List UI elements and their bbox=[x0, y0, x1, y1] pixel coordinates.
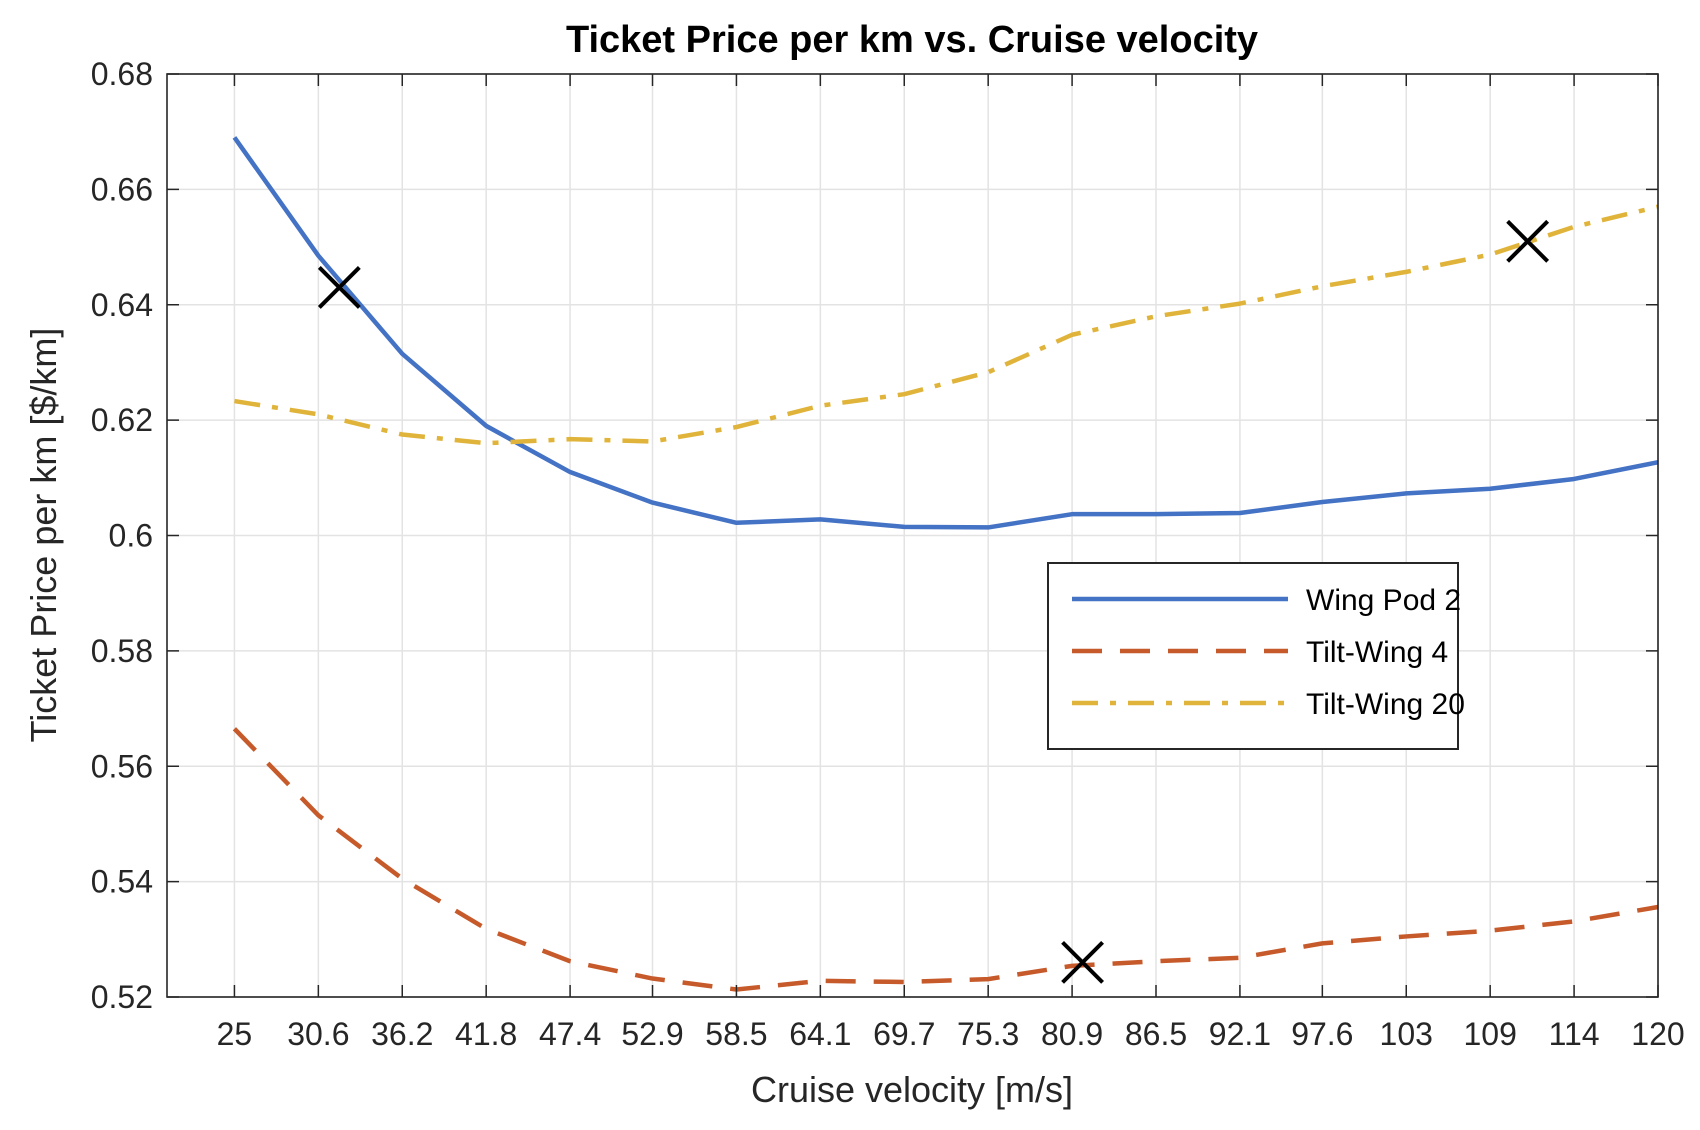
x-marker-1 bbox=[317, 266, 361, 309]
legend-label-1: Wing Pod 2 bbox=[1306, 584, 1461, 617]
x-tick-label: 75.3 bbox=[957, 1016, 1019, 1052]
legend: Wing Pod 2 Tilt-Wing 4 Tilt-Wing 20 bbox=[1047, 562, 1465, 750]
y-tick-label: 0.68 bbox=[91, 56, 153, 92]
y-axis-label: Ticket Price per km [$/km] bbox=[23, 328, 64, 743]
optimum-markers bbox=[317, 219, 1550, 984]
legend-box bbox=[1047, 562, 1459, 750]
y-tick-label: 0.54 bbox=[91, 864, 153, 900]
x-tick-label: 69.7 bbox=[873, 1016, 935, 1052]
x-tick-label: 103 bbox=[1380, 1016, 1433, 1052]
x-tick-label: 114 bbox=[1549, 1016, 1600, 1052]
x-marker-stroke bbox=[317, 266, 361, 309]
series-lines bbox=[232, 136, 1659, 992]
legend-label-2: Tilt-Wing 4 bbox=[1306, 636, 1448, 669]
y-tick-label: 0.58 bbox=[91, 633, 153, 669]
x-tick-label: 80.9 bbox=[1041, 1016, 1103, 1052]
x-tick-label: 47.4 bbox=[539, 1016, 601, 1052]
x-tick-label: 30.6 bbox=[287, 1016, 349, 1052]
y-tick-label: 0.66 bbox=[91, 171, 153, 207]
y-tick-label: 0.56 bbox=[91, 748, 153, 784]
x-tick-label: 52.9 bbox=[621, 1016, 683, 1052]
x-tick-label: 25 bbox=[217, 1016, 253, 1052]
x-marker-stroke bbox=[1506, 219, 1550, 263]
tick-labels: 25 30.6 36.2 41.8 47.4 52.9 58.5 64.1 69.7 75.3 80… bbox=[91, 56, 1685, 1052]
plot-area-border bbox=[166, 73, 1659, 998]
legend-label-3: Tilt-Wing 20 bbox=[1306, 688, 1465, 721]
y-tick-label: 0.6 bbox=[109, 518, 153, 554]
x-marker-stroke bbox=[1061, 940, 1104, 984]
x-tick-label: 97.6 bbox=[1291, 1016, 1353, 1052]
x-tick-label: 92.1 bbox=[1209, 1016, 1271, 1052]
x-tick-label: 64.1 bbox=[789, 1016, 851, 1052]
x-tick-label: 120 bbox=[1631, 1016, 1684, 1052]
x-tick-label: 36.2 bbox=[371, 1016, 433, 1052]
chart-title: Ticket Price per km vs. Cruise velocity bbox=[566, 19, 1258, 61]
series-line-2 bbox=[232, 727, 1659, 992]
y-tick-label: 0.52 bbox=[91, 979, 153, 1015]
x-tick-label: 58.5 bbox=[705, 1016, 767, 1052]
y-tick-label: 0.62 bbox=[91, 402, 153, 438]
x-tick-label: 86.5 bbox=[1125, 1016, 1187, 1052]
x-tick-label: 41.8 bbox=[455, 1016, 517, 1052]
series-line-1 bbox=[232, 136, 1659, 530]
x-marker-2 bbox=[1061, 940, 1104, 984]
series-line-3 bbox=[234, 204, 1659, 446]
x-marker-3 bbox=[1506, 219, 1550, 263]
x-axis-label: Cruise velocity [m/s] bbox=[751, 1069, 1073, 1110]
x-tick-label: 109 bbox=[1463, 1016, 1516, 1052]
axes bbox=[166, 73, 1659, 998]
y-tick-label: 0.64 bbox=[91, 287, 153, 323]
